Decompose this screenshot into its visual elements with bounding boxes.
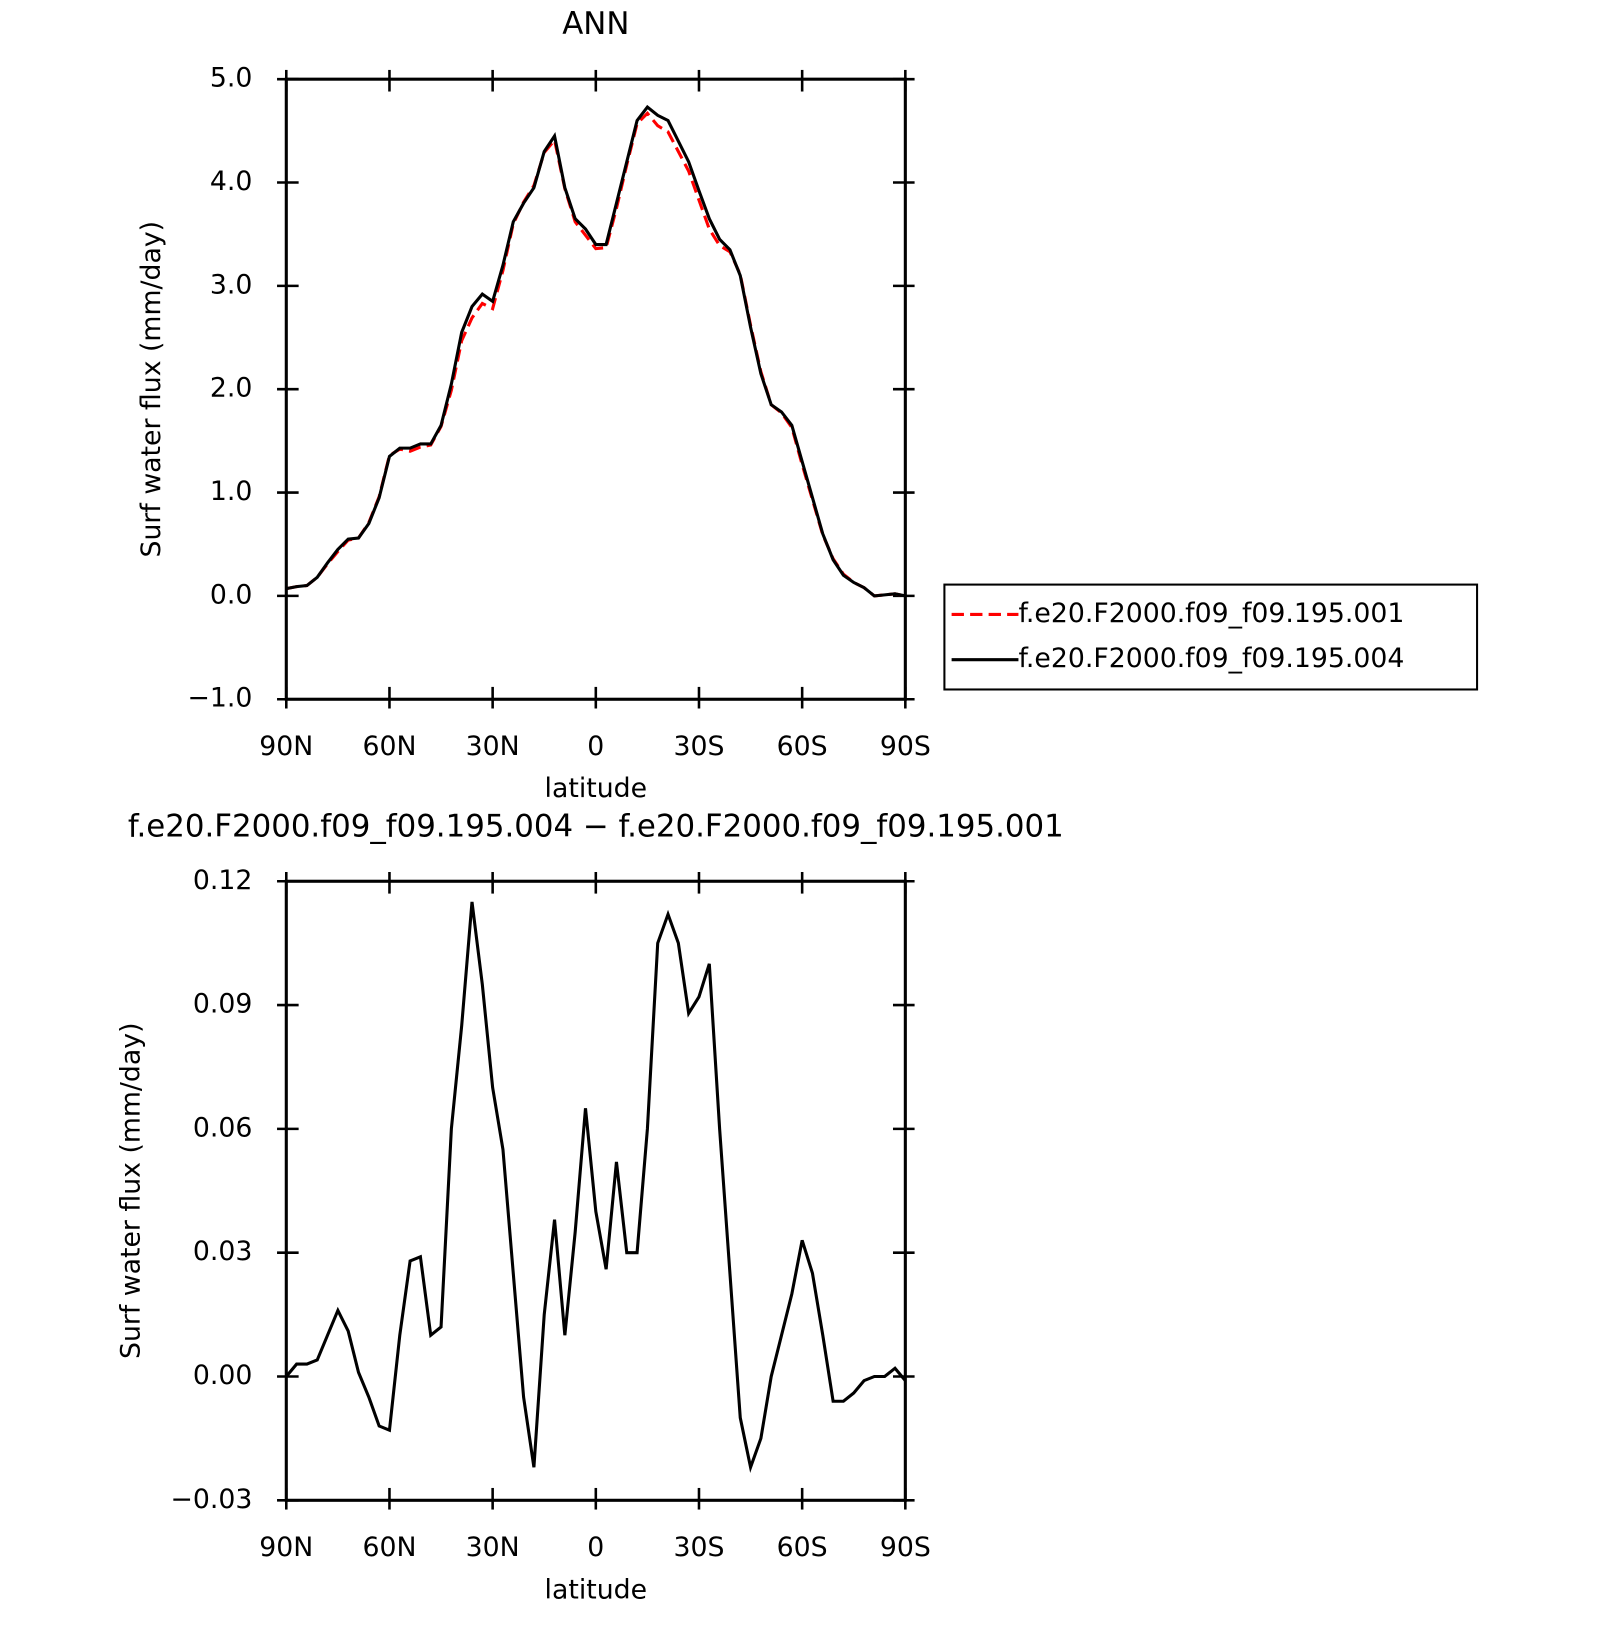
x-tick-label: 90S	[880, 1532, 931, 1563]
x-tick-label: 30S	[673, 731, 724, 762]
chart-title: ANN	[562, 6, 629, 42]
data-line	[285, 104, 906, 598]
y-tick-label: 0.00	[193, 1360, 253, 1391]
x-tick-label: 60S	[777, 731, 828, 762]
x-tick-label: 90N	[259, 731, 313, 762]
y-tick-label: 0.03	[193, 1236, 253, 1267]
y-tick-label: 0.06	[193, 1112, 253, 1143]
plot-frame	[284, 879, 907, 1502]
legend-label: f.e20.F2000.f09_f09.195.001	[1018, 598, 1404, 629]
x-tick-label: 30N	[466, 1532, 520, 1563]
y-tick-label: −1.0	[187, 683, 252, 714]
x-tick-label: 60S	[777, 1532, 828, 1563]
y-tick-label: 0.09	[193, 989, 253, 1020]
x-tick-label: 0	[587, 731, 604, 762]
y-tick-label: 1.0	[210, 476, 253, 507]
legend-box	[943, 583, 1479, 691]
x-tick-label: 90S	[880, 731, 931, 762]
x-tick-label: 60N	[362, 731, 416, 762]
data-line	[285, 901, 907, 1473]
legend-label: f.e20.F2000.f09_f09.195.004	[1018, 643, 1404, 674]
plot-frame	[284, 77, 907, 701]
data-line	[285, 111, 906, 598]
y-tick-label: 4.0	[210, 166, 253, 197]
chart-title: f.e20.F2000.f09_f09.195.004 − f.e20.F200…	[128, 808, 1064, 844]
y-tick-label: 2.0	[210, 373, 253, 404]
y-tick-label: 3.0	[210, 269, 253, 300]
x-tick-label: 30S	[673, 1532, 724, 1563]
x-axis-label: latitude	[545, 1574, 648, 1605]
x-tick-label: 0	[587, 1532, 604, 1563]
y-tick-label: 0.0	[210, 579, 253, 610]
y-axis-label: Surf water flux (mm/day)	[136, 221, 167, 558]
x-tick-label: 30N	[466, 731, 520, 762]
y-tick-label: 5.0	[210, 63, 253, 94]
y-axis-label: Surf water flux (mm/day)	[116, 1023, 147, 1360]
x-tick-label: 60N	[362, 1532, 416, 1563]
x-axis-label: latitude	[545, 773, 648, 804]
y-tick-label: 0.12	[193, 865, 253, 896]
y-tick-label: −0.03	[170, 1484, 252, 1515]
x-tick-label: 90N	[259, 1532, 313, 1563]
